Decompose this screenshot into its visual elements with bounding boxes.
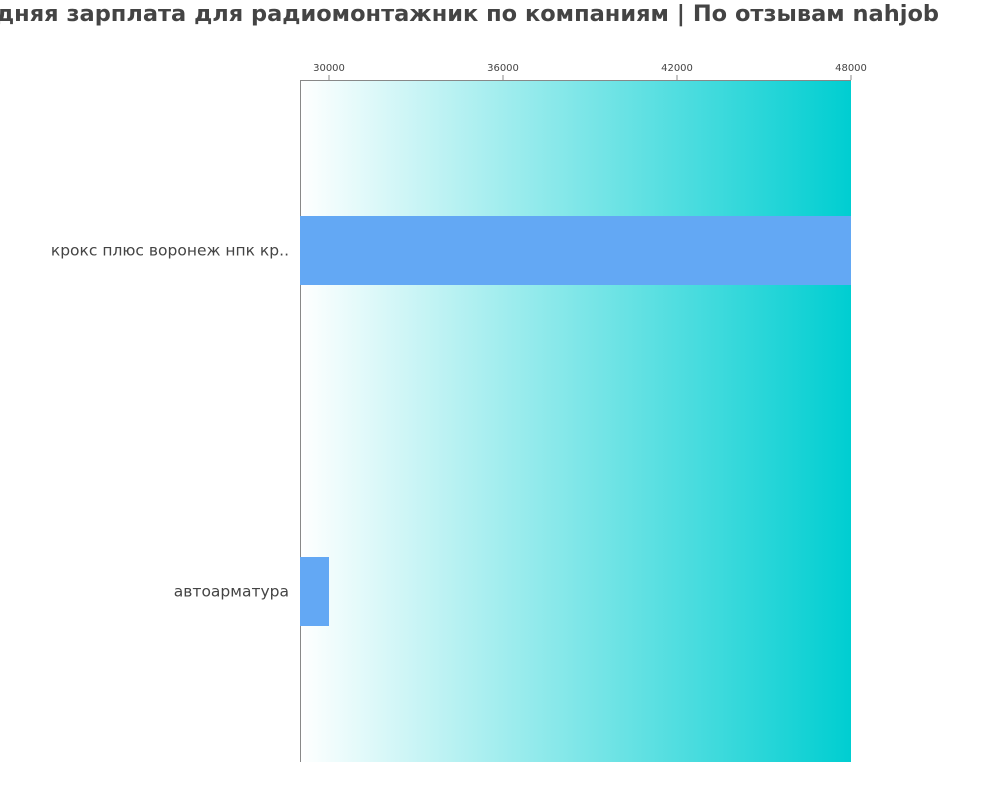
category-label: крокс плюс воронеж нпк кр.. <box>51 242 289 260</box>
chart-title: дняя зарплата для радиомонтажник по комп… <box>0 1 940 27</box>
x-tick-label: 30000 <box>313 63 345 74</box>
x-tick-label: 36000 <box>487 63 519 74</box>
x-tick-label: 48000 <box>835 63 867 74</box>
category-label: автоарматура <box>174 583 289 601</box>
bar <box>300 557 329 626</box>
bar <box>300 216 851 285</box>
plot-background <box>300 80 851 762</box>
x-tick-label: 42000 <box>661 63 693 74</box>
